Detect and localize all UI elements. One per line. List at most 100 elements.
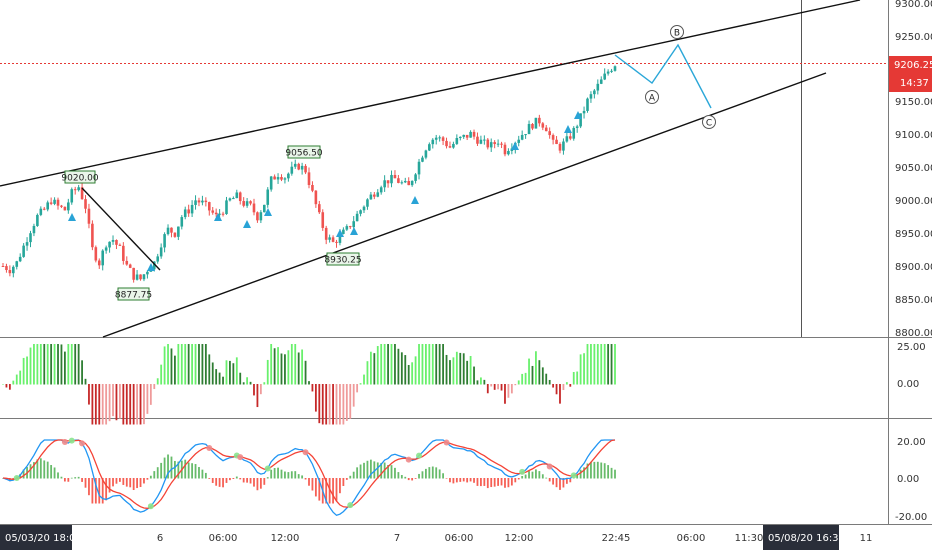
buy-signal-marker [564,125,572,133]
histogram-bar [29,347,32,385]
wave-label-b[interactable]: B [670,25,684,39]
histogram-bar [136,384,138,425]
oscillator-histogram [2,344,616,425]
low-label-1[interactable]: 8877.75 [115,287,152,301]
price-tick: 8850.00 [895,295,932,306]
candle-body [225,200,228,215]
histogram-bar [421,344,424,385]
candle-body [273,176,276,180]
buy-signal-marker [350,227,358,235]
macd-histogram-bar [339,478,341,494]
candle-body [544,127,548,132]
histogram-bar [204,344,207,385]
candle-body [5,266,8,271]
candle-body [259,212,263,221]
histogram-bar [504,384,506,404]
candle-body [589,94,593,99]
macd-histogram-bar [476,478,479,486]
candle-body [376,192,380,197]
histogram-bar [60,344,63,385]
histogram-bar [84,378,87,385]
histogram-bar [232,363,235,385]
macd-histogram-bar [167,454,169,479]
macd-histogram-bar [373,461,376,479]
macd-histogram-bar [524,474,527,479]
histogram-bar [445,354,448,385]
high-label-1[interactable]: 9020.00 [61,170,99,184]
candle-body [146,271,149,275]
svg-text:A: A [649,94,656,104]
svg-text:C: C [706,119,712,129]
histogram-bar [435,344,438,385]
cross-dot [13,474,20,481]
histogram-bar [163,346,166,385]
wave-label-c[interactable]: C [702,115,716,129]
candle-body [32,225,36,234]
candle-body [67,202,70,211]
buy-signal-marker [511,142,519,150]
candle-body [283,178,287,180]
candle-body [548,131,551,136]
macd-histogram-bar [43,460,46,479]
histogram-bar [143,384,145,425]
macd-histogram-bar [414,478,417,479]
macd-histogram-bar [510,478,513,486]
macd-histogram-bar [397,472,400,479]
macd-histogram-bar [328,478,331,504]
macd-histogram-bar [101,478,104,504]
candle-body [173,232,177,237]
macd-histogram-bar [149,475,152,479]
candle-body [352,221,355,228]
candle-body [534,117,538,129]
price-axis[interactable]: 9300.00 9250.00 9150.00 9100.00 9050.00 … [895,0,932,339]
histogram-bar [105,384,108,425]
macd-histogram-bar [583,467,585,479]
macd-histogram-bar [232,478,235,479]
candle-body [63,206,67,211]
macd-histogram-bar [480,478,482,487]
candle-body [469,131,472,138]
candle-body [448,146,452,148]
macd-histogram-bar [156,467,159,479]
price-tick: 8800.00 [895,328,932,339]
histogram-bar [304,360,307,385]
histogram-bar [201,344,204,385]
low-label-2[interactable]: 8930.25 [324,252,362,266]
histogram-bar [314,384,317,412]
histogram-bar [593,344,596,385]
cross-dot [519,468,526,475]
candle-body [582,110,586,114]
candle-body [486,139,490,148]
candle-body [256,212,259,221]
histogram-bar [301,349,304,385]
histogram-bar [455,351,458,385]
histogram-bar [53,344,56,385]
histogram-bar [50,344,53,385]
macd-histogram-bar [146,478,149,480]
histogram-bar [36,344,39,385]
histogram-bar [559,384,561,404]
upper-trendline[interactable] [0,0,861,187]
macd-histogram-bar [404,476,407,479]
wave-label-a[interactable]: A [645,90,659,104]
candle-body [101,250,105,266]
histogram-bar [507,384,510,398]
wave-projection[interactable] [614,43,712,109]
macd-histogram-bar [94,478,97,504]
histogram-bar [242,382,245,385]
candle-body [424,150,428,158]
histogram-bar [373,353,376,385]
osc2-tick: 20.00 [897,437,926,448]
macd-histogram-bar [400,475,403,479]
candle-body [362,206,366,211]
candle-body [575,126,579,128]
short-trendline[interactable] [81,187,161,271]
time-axis[interactable]: 05/03/20 18:00 6 06:00 12:00 7 06:00 12:… [0,525,872,550]
candle-body [238,192,242,202]
histogram-bar [191,344,194,385]
time-start-label: 05/03/20 18:00 [5,533,82,544]
high-label-2[interactable]: 9056.50 [285,145,323,159]
candle-body [603,73,606,80]
candle-body [8,270,12,274]
